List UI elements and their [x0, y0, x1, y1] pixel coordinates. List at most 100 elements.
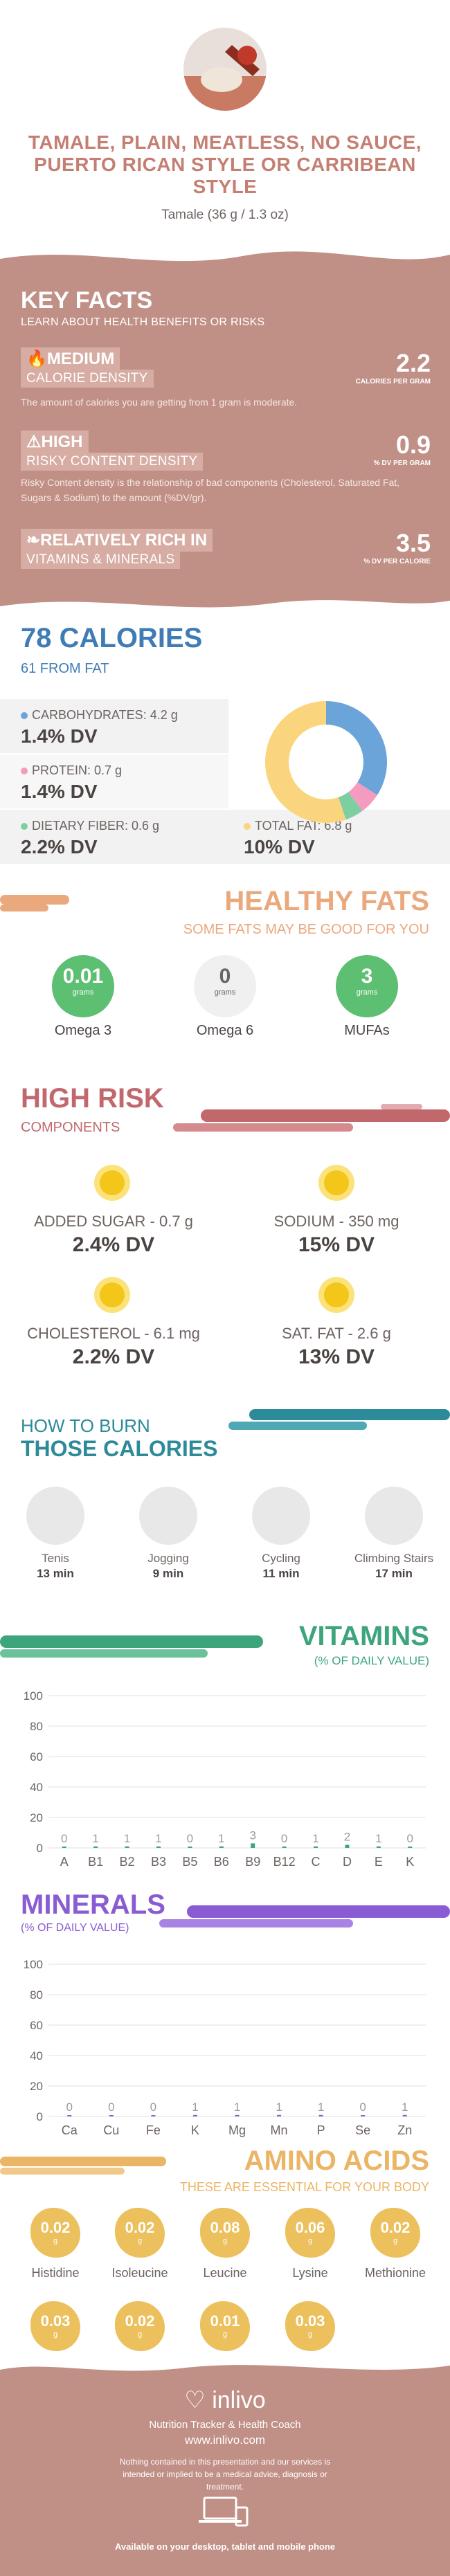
devices-icon — [199, 2496, 249, 2527]
jogging-icon — [139, 1487, 197, 1545]
amino-subtitle: THESE ARE ESSENTIAL FOR YOUR BODY — [179, 2180, 429, 2194]
amino-badge: 0.03 g — [285, 2301, 335, 2351]
fiber-label: DIETARY FIBER: 0.6 g — [21, 819, 159, 833]
bar — [376, 1846, 381, 1848]
bar-value-label: 1 — [276, 2101, 282, 2114]
x-tick-label: B6 — [214, 1855, 229, 1869]
cholesterol-dv: 2.2% DV — [72, 1345, 155, 1368]
x-tick-label: P — [317, 2123, 325, 2137]
bar — [219, 1846, 224, 1848]
bar-value-label: 1 — [318, 2101, 324, 2114]
carbs-dv: 1.4% DV — [21, 725, 98, 747]
calorie-density-unit: CALORIES PER GRAM — [355, 378, 431, 386]
smiley-icon — [318, 1277, 354, 1313]
y-tick-label: 80 — [30, 1988, 43, 2002]
sat-fat-dv: 13% DV — [298, 1345, 375, 1368]
x-tick-label: Mg — [228, 2123, 246, 2137]
heart-icon: ♡ — [184, 2387, 206, 2413]
decor-stripes — [173, 1104, 450, 1132]
bar-value-label: 0 — [66, 2101, 73, 2114]
decor-stripes — [159, 1905, 450, 1928]
decor-stripes — [0, 2157, 166, 2175]
bar — [402, 2114, 407, 2116]
protein-dv: 1.4% DV — [21, 781, 98, 802]
amino-badge: 0.06 g — [285, 2208, 335, 2258]
bar — [188, 1847, 192, 1848]
amino-badge: 0.02 g — [30, 2208, 80, 2258]
x-tick-label: K — [406, 1855, 414, 1869]
y-tick-label: 100 — [24, 1689, 43, 1703]
high-risk-subtitle: COMPONENTS — [21, 1120, 120, 1135]
smiley-icon — [318, 1165, 354, 1201]
band — [0, 810, 450, 864]
bar-value-label: 1 — [124, 1832, 130, 1845]
bar — [251, 1843, 255, 1848]
bar — [408, 1847, 413, 1848]
x-tick-label: B12 — [273, 1855, 296, 1869]
food-title: TAMALE, PLAIN, MEATLESS, NO SAUCE, PUERT… — [28, 131, 422, 197]
bar-value-label: 1 — [234, 2101, 240, 2114]
sodium-dv: 15% DV — [298, 1233, 375, 1256]
donut-slice — [338, 792, 363, 820]
x-tick-label: B3 — [151, 1855, 166, 1869]
y-tick-label: 60 — [30, 1750, 43, 1763]
omega6-label: Omega 6 — [196, 1023, 254, 1038]
calorie-density-value: 2.2 — [395, 349, 431, 377]
risky-content-desc: Risky Content density is the relationshi… — [21, 477, 400, 503]
amino-badge: 0.01 g — [200, 2301, 250, 2351]
amino-label: Lysine — [292, 2266, 328, 2280]
omega3-label: Omega 3 — [54, 1023, 112, 1038]
x-tick-label: C — [312, 1855, 321, 1869]
vitamins-minerals-label: VITAMINS & MINERALS — [21, 551, 181, 569]
risk-level-badge: ⚠HIGH — [21, 430, 89, 453]
added-sugar-dv: 2.4% DV — [72, 1233, 155, 1256]
bar-value-label: 1 — [218, 1832, 224, 1845]
x-tick-label: Zn — [397, 2123, 412, 2137]
decor-stripes — [0, 895, 69, 911]
x-tick-label: A — [60, 1855, 69, 1869]
x-tick-label: Cu — [103, 2123, 119, 2137]
bar-value-label: 0 — [150, 2101, 156, 2114]
fat-dv: 10% DV — [244, 836, 315, 858]
sat-fat-label: SAT. FAT - 2.6 g — [282, 1325, 391, 1342]
omega3-circle: 0.01 grams — [52, 955, 114, 1017]
x-tick-label: E — [375, 1855, 383, 1869]
leaf-icon: ❧ — [26, 531, 41, 550]
serving-size: Tamale (36 g / 1.3 oz) — [161, 208, 289, 222]
amino-badge: 0.02 g — [115, 2208, 165, 2258]
devices-text: Available on your desktop, tablet and mo… — [114, 2541, 336, 2552]
minerals-title: MINERALS — [21, 1889, 165, 1920]
amino-item: 0.02 g Histidine — [10, 2208, 100, 2280]
footer: ♡ inlivo Nutrition Tracker & Health Coac… — [0, 2353, 450, 2576]
y-tick-label: 20 — [30, 1811, 43, 1824]
key-facts-title: KEY FACTS — [21, 287, 153, 314]
smiley-icon — [94, 1277, 130, 1313]
y-tick-label: 60 — [30, 2019, 43, 2032]
calories-from-fat: 61 FROM FAT — [21, 661, 109, 676]
mufas-label: MUFAs — [344, 1023, 390, 1038]
burn-title-line1: HOW TO BURN — [21, 1415, 150, 1436]
tennis-icon — [26, 1487, 84, 1545]
amino-item: 0.08 g Leucine — [180, 2208, 270, 2280]
key-facts-subtitle: LEARN ABOUT HEALTH BENEFITS OR RISKS — [21, 316, 265, 328]
amino-badge: 0.03 g — [30, 2301, 80, 2351]
y-tick-label: 80 — [30, 1720, 43, 1733]
amino-badge: 0.08 g — [200, 2208, 250, 2258]
fiber-dot — [21, 823, 28, 830]
bar-value-label: 1 — [192, 2101, 198, 2114]
bar — [282, 1847, 287, 1848]
donut-slice — [265, 701, 346, 823]
brand-url[interactable]: www.inlivo.com — [184, 2433, 266, 2447]
amino-title: AMINO ACIDS — [244, 2146, 429, 2176]
x-tick-label: B1 — [88, 1855, 103, 1869]
y-tick-label: 0 — [37, 2110, 43, 2123]
protein-dot — [21, 768, 28, 774]
flame-icon: 🔥 — [26, 350, 47, 368]
cycling-icon — [252, 1487, 310, 1545]
calorie-level-badge: 🔥MEDIUM — [21, 347, 120, 370]
high-risk-title: HIGH RISK — [21, 1083, 164, 1114]
burn-title-line2: THOSE CALORIES — [21, 1436, 218, 1461]
brand-logo: ♡ inlivo — [184, 2387, 266, 2413]
y-tick-label: 40 — [30, 1781, 43, 1794]
x-tick-label: B5 — [182, 1855, 197, 1869]
